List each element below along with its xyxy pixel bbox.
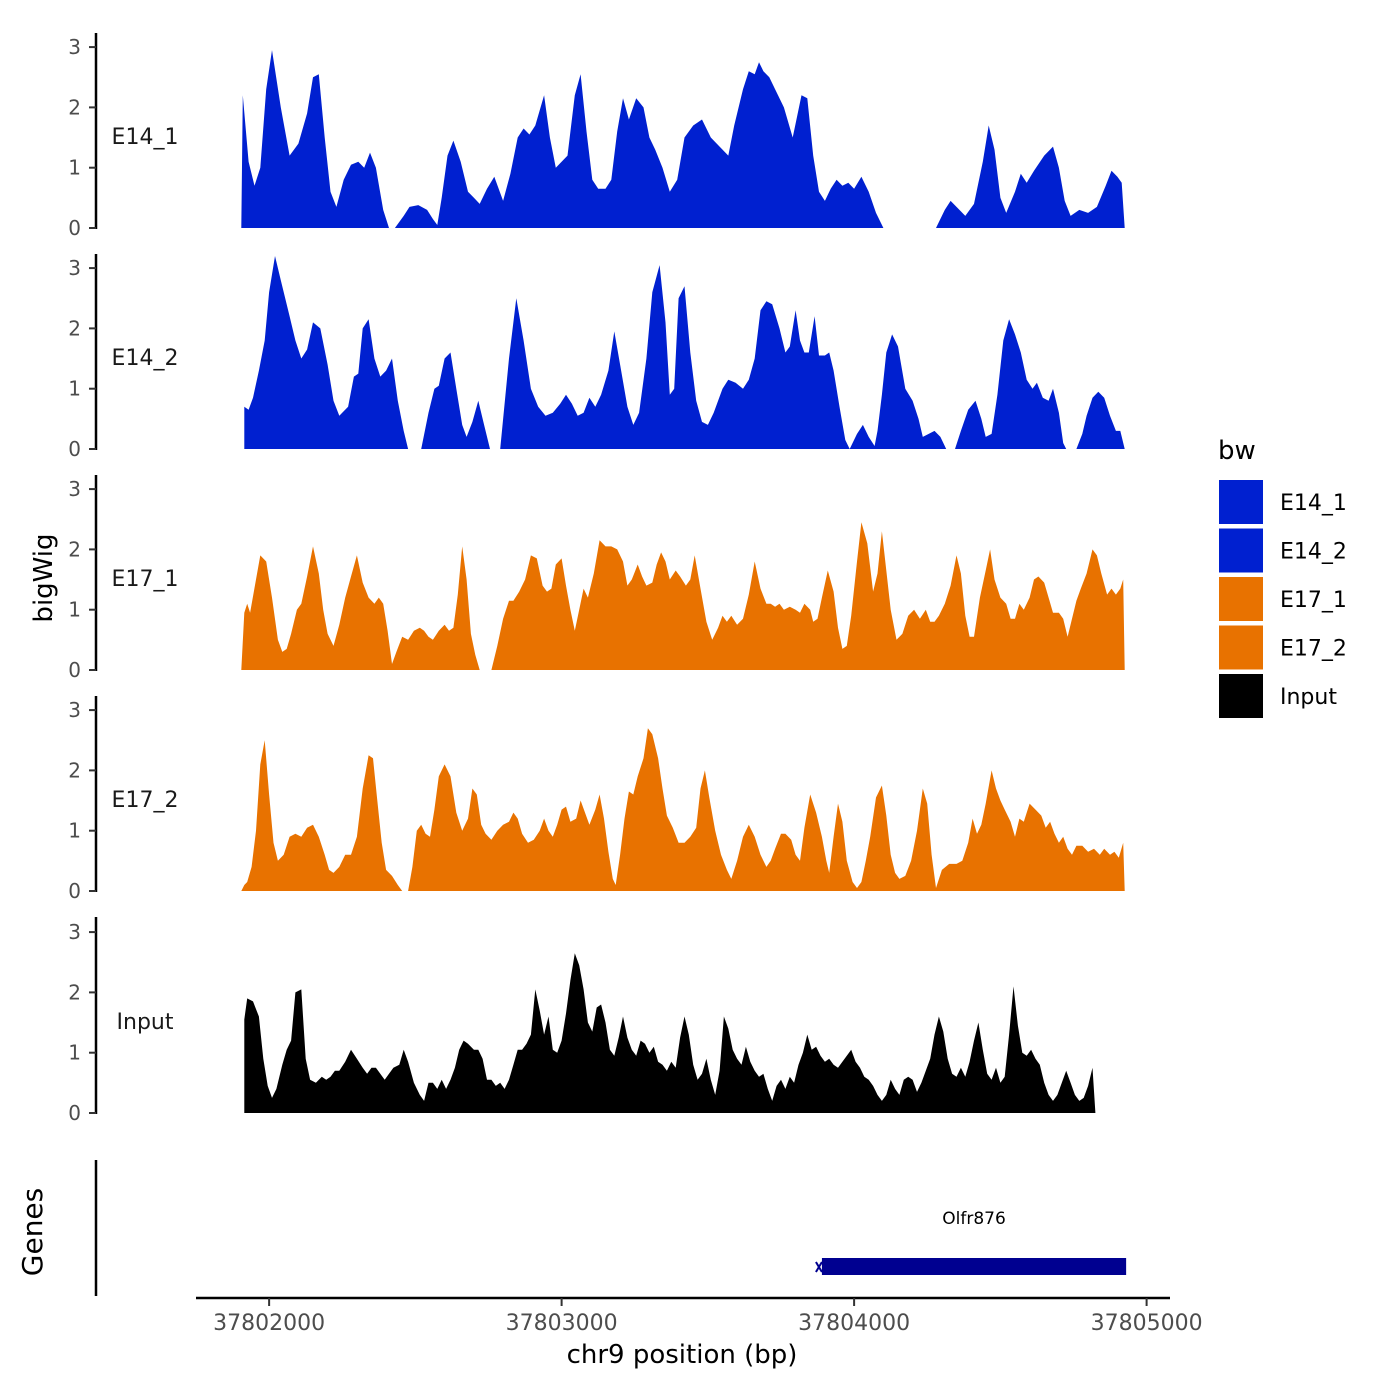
gene-label: Olfr876 <box>942 1209 1006 1229</box>
legend-swatch <box>1219 577 1263 621</box>
y-tick-label: 2 <box>68 537 81 561</box>
x-tick-label: 37802000 <box>213 1311 325 1336</box>
legend: bw E14_1 E14_2 E17_1 E17_2 Input <box>1218 436 1347 718</box>
legend-label: E17_1 <box>1280 588 1347 613</box>
track-input: 0 1 2 3 Input <box>68 917 1096 1125</box>
y-tick-label: 0 <box>68 437 81 461</box>
x-tick-label: 37804000 <box>798 1311 910 1336</box>
legend-title: bw <box>1218 436 1256 466</box>
legend-label: E17_2 <box>1280 637 1347 662</box>
y-tick-label: 1 <box>68 819 81 843</box>
y-tick-label: 2 <box>68 980 81 1004</box>
coverage-area-input <box>244 953 1096 1113</box>
legend-entries: E14_1 E14_2 E17_1 E17_2 Input <box>1219 480 1347 718</box>
legend-swatch <box>1219 528 1263 573</box>
legend-swatch <box>1219 480 1263 524</box>
y-tick-label: 3 <box>68 477 81 501</box>
coverage-area-e17-2 <box>241 728 1125 891</box>
track-label: E14_2 <box>112 346 179 371</box>
legend-swatch <box>1219 625 1263 670</box>
legend-label: E14_2 <box>1280 540 1347 565</box>
genes-panel: Genes Olfr876 <box>16 1160 1127 1296</box>
y-tick-label: 3 <box>68 35 81 59</box>
legend-label: Input <box>1280 685 1337 710</box>
gene-body-olfr876 <box>821 1258 1127 1275</box>
coverage-area-e14-1 <box>241 50 1125 228</box>
gene-marks: Olfr876 <box>815 1209 1127 1275</box>
genes-axis-label: Genes <box>16 1188 49 1276</box>
track-e14-1: 0 1 2 3 E14_1 <box>68 33 1125 240</box>
track-label: E17_2 <box>112 788 179 813</box>
y-tick-label: 0 <box>68 658 81 682</box>
track-label: E17_1 <box>112 567 179 592</box>
legend-swatch <box>1219 674 1263 718</box>
legend-item-input: Input <box>1219 674 1337 718</box>
x-tick-label: 37805000 <box>1091 1311 1203 1336</box>
x-axis: chr9 position (bp) 37802000 37803000 37804… <box>196 1296 1203 1370</box>
track-label: Input <box>117 1010 174 1035</box>
y-tick-label: 3 <box>68 920 81 944</box>
legend-item-e17-2: E17_2 <box>1219 625 1347 670</box>
track-e17-2: 0 1 2 3 E17_2 <box>68 696 1125 903</box>
y-tick-label: 1 <box>68 377 81 401</box>
y-tick-label: 1 <box>68 156 81 180</box>
x-tick-label: 37803000 <box>506 1311 618 1336</box>
y-tick-label: 1 <box>68 598 81 622</box>
legend-item-e17-1: E17_1 <box>1219 577 1347 621</box>
y-tick-label: 0 <box>68 216 81 240</box>
track-label: E14_1 <box>112 125 179 150</box>
legend-item-e14-1: E14_1 <box>1219 480 1347 524</box>
legend-label: E14_1 <box>1280 491 1347 516</box>
y-tick-label: 0 <box>68 879 81 903</box>
y-tick-label: 3 <box>68 256 81 280</box>
y-tick-label: 0 <box>68 1101 81 1125</box>
track-e17-1: 0 1 2 3 E17_1 <box>68 475 1125 682</box>
x-axis-label: chr9 position (bp) <box>567 1340 798 1370</box>
y-tick-label: 2 <box>68 758 81 782</box>
track-e14-2: 0 1 2 3 E14_2 <box>68 254 1125 461</box>
coverage-tracks: 0 1 2 3 E14_1 0 1 2 3 E14_2 0 1 2 3 E17_1 0 1 2 3 E17_2 0 1 2 3… <box>68 33 1125 1125</box>
y-axis-label: bigWig <box>29 533 59 622</box>
legend-item-e14-2: E14_2 <box>1219 528 1347 573</box>
y-tick-label: 2 <box>68 316 81 340</box>
y-tick-label: 3 <box>68 698 81 722</box>
y-tick-label: 1 <box>68 1041 81 1065</box>
gene-strand-marker <box>815 1261 823 1273</box>
y-tick-label: 2 <box>68 95 81 119</box>
coverage-area-e14-2 <box>244 256 1125 449</box>
coverage-area-e17-1 <box>241 522 1125 670</box>
